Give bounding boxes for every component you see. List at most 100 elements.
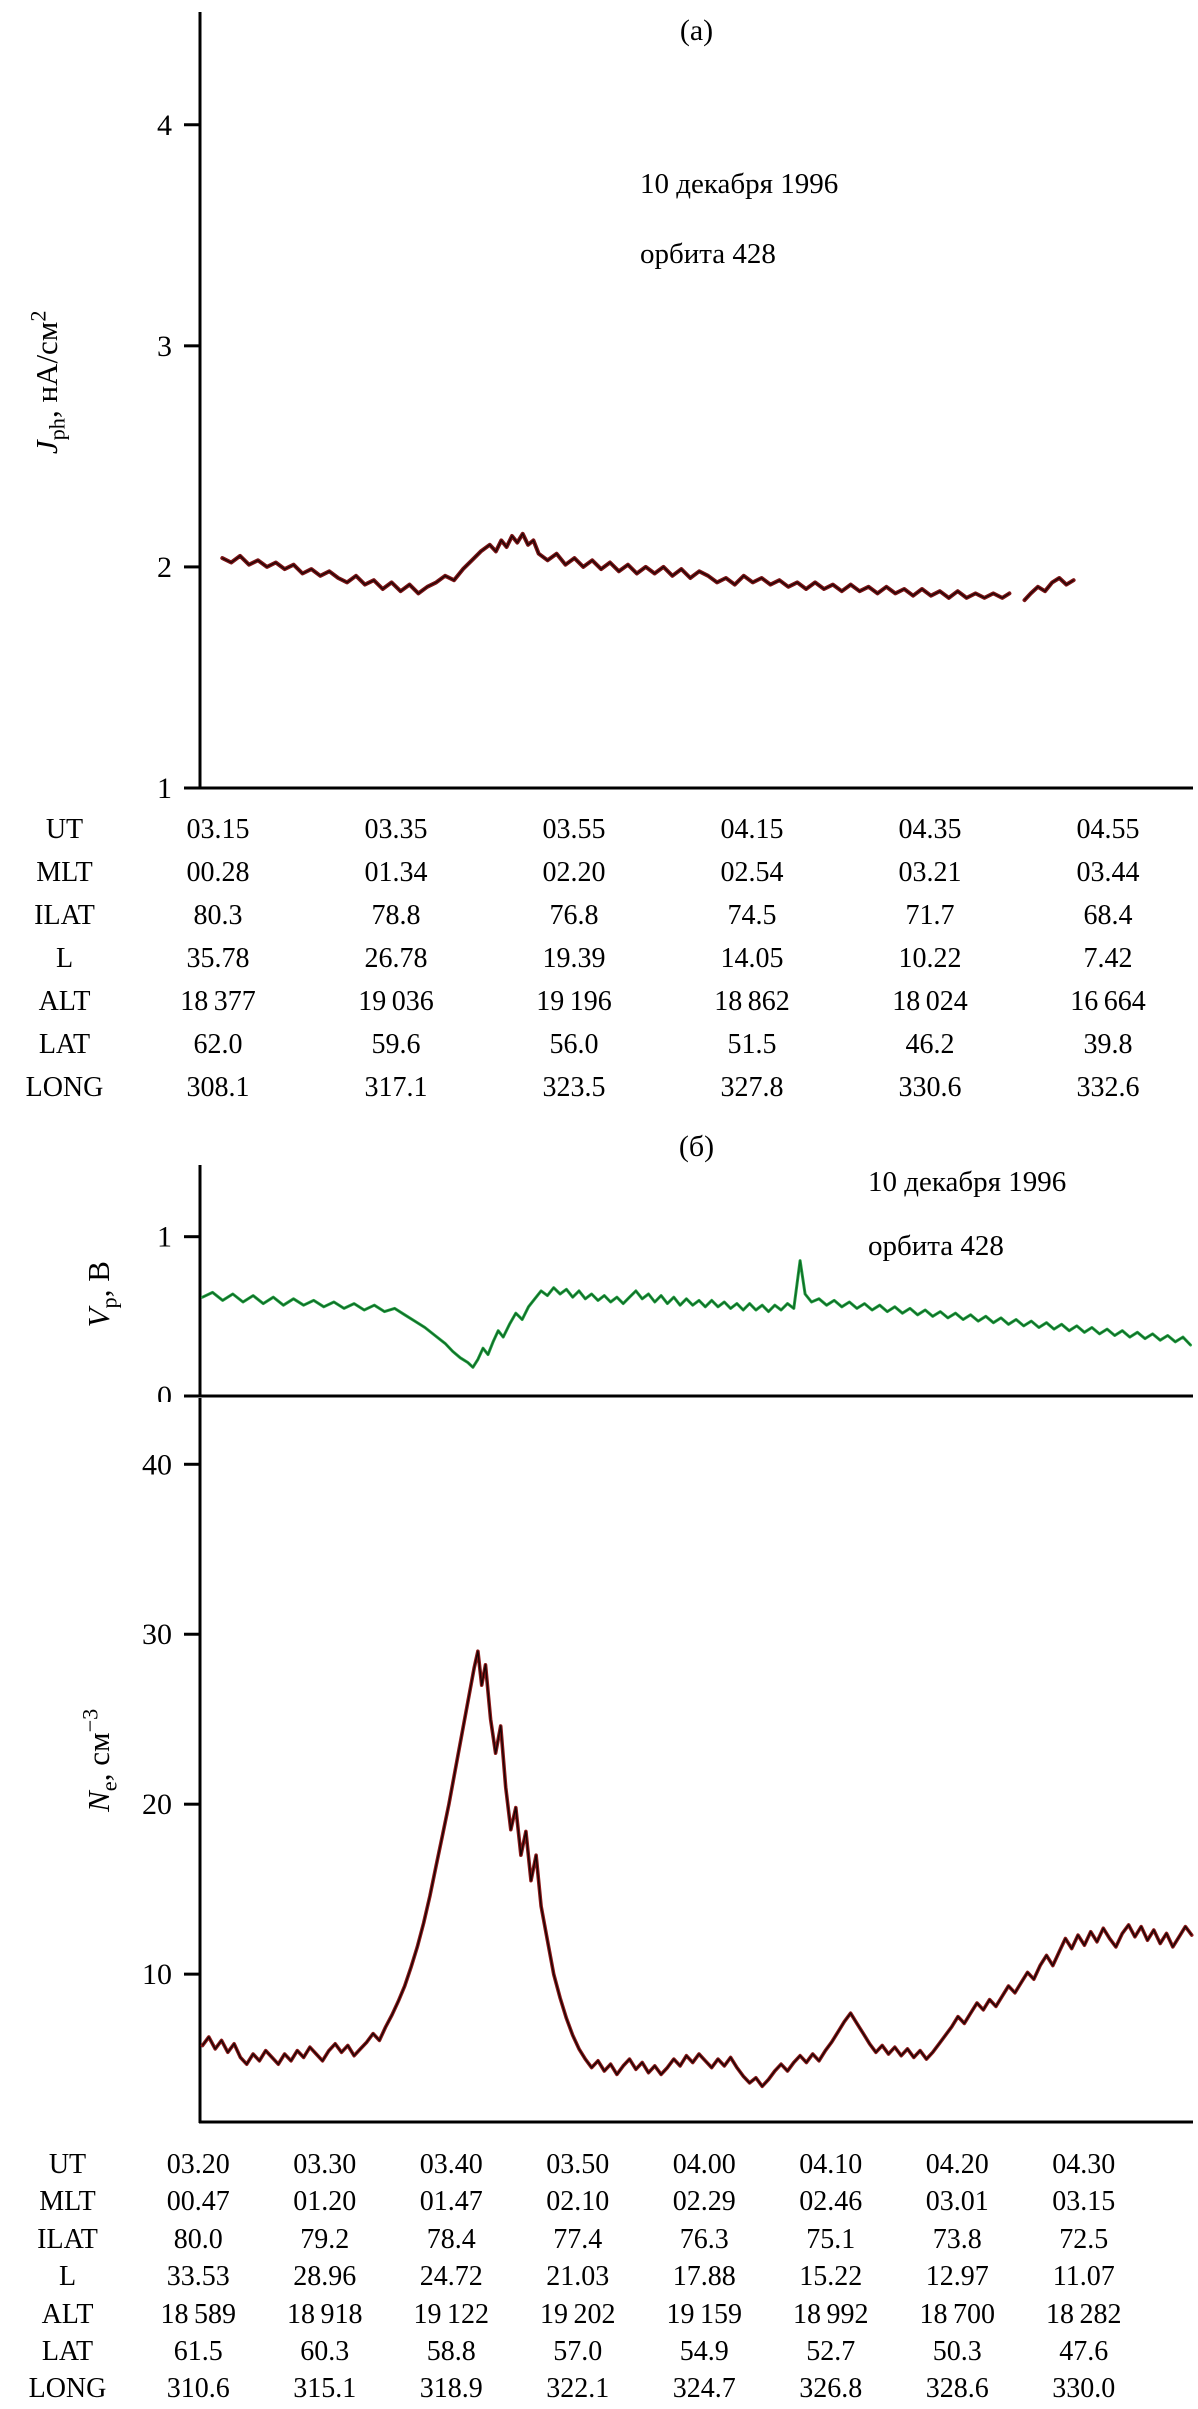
row-label-ut: UT <box>45 814 84 845</box>
table-cell: 79.2 <box>300 2223 350 2255</box>
table-cell: 74.5 <box>727 900 777 931</box>
table-cell: 02.29 <box>672 2186 736 2218</box>
table-cell: 04.20 <box>925 2149 989 2180</box>
row-label-lat: LAT <box>41 2336 94 2368</box>
table-cell: 03.55 <box>542 814 606 845</box>
row-label-ut: UT <box>48 2149 87 2180</box>
table-cell: 77.4 <box>553 2223 603 2255</box>
table-cell: 59.6 <box>371 1029 421 1060</box>
vp-variable: V <box>81 1308 117 1328</box>
row-label-l: L <box>55 943 74 974</box>
table-cell: 76.8 <box>549 900 599 931</box>
Ne-series-line <box>200 1649 1194 2089</box>
table-cell: 54.9 <box>679 2336 729 2368</box>
table-cell: 03.40 <box>419 2149 483 2180</box>
table-cell: 73.8 <box>932 2223 982 2255</box>
y-tick-label: 1 <box>157 772 172 800</box>
table-cell: 310.6 <box>166 2373 230 2405</box>
table-cell: 04.55 <box>1076 814 1140 845</box>
ne-subscript: e <box>96 1781 122 1792</box>
table-cell: 21.03 <box>546 2261 610 2293</box>
table-cell: 04.15 <box>720 814 784 845</box>
table-cell: 01.20 <box>293 2186 357 2218</box>
table-cell: 18 700 <box>919 2298 996 2330</box>
table-cell: 51.5 <box>727 1029 777 1060</box>
table-cell: 327.8 <box>720 1072 784 1103</box>
y-tick-label: 3 <box>157 330 172 363</box>
vp-chart-canvas: 01 <box>157 1165 1193 1402</box>
table-cell: 47.6 <box>1059 2336 1109 2368</box>
ne-y-axis-label: Ne, см−3 <box>78 1550 123 1970</box>
Jph-series-core-line <box>1023 577 1074 601</box>
table-cell: 315.1 <box>293 2373 357 2405</box>
y-tick-label: 0 <box>157 1380 172 1402</box>
table-cell: 330.0 <box>1052 2373 1116 2405</box>
table-cell: 00.47 <box>166 2186 230 2218</box>
table-cell: 308.1 <box>186 1072 250 1103</box>
Vp-series-core-line <box>202 1259 1192 1369</box>
table-cell: 00.28 <box>186 857 250 888</box>
table-cell: 80.0 <box>173 2223 223 2255</box>
table-cell: 03.35 <box>364 814 428 845</box>
table-cell: 317.1 <box>364 1072 428 1103</box>
table-cell: 03.15 <box>186 814 250 845</box>
table-cell: 11.07 <box>1052 2261 1115 2293</box>
table-cell: 04.35 <box>898 814 962 845</box>
row-label-mlt: MLT <box>36 857 93 888</box>
table-cell: 35.78 <box>186 943 250 974</box>
table-cell: 75.1 <box>806 2223 856 2255</box>
table-cell: 26.78 <box>364 943 428 974</box>
panel-a-orbit-annotation: орбита 428 <box>640 238 776 270</box>
row-label-alt: ALT <box>38 986 91 1017</box>
table-cell: 322.1 <box>546 2373 610 2405</box>
table-cell: 78.4 <box>426 2223 476 2255</box>
table-cell: 03.30 <box>293 2149 357 2180</box>
ephemeris-table-b: UT 03.20 03.30 03.40 03.50 04.00 04.10 04.20 04.… <box>0 2146 1147 2408</box>
vp-subscript: p <box>96 1297 122 1309</box>
table-cell: 24.72 <box>419 2261 483 2293</box>
table-cell: 03.21 <box>898 857 962 888</box>
Jph-series-core-line <box>221 533 1010 599</box>
table-cell: 71.7 <box>905 900 955 931</box>
table-cell: 18 377 <box>180 986 256 1017</box>
Jph-series-line <box>220 531 1012 600</box>
table-cell: 19 036 <box>358 986 434 1017</box>
table-cell: 03.44 <box>1076 857 1140 888</box>
panel-b-orbit-annotation: орбита 428 <box>868 1230 1004 1262</box>
y-tick-label: 40 <box>142 1448 172 1481</box>
table-cell: 02.46 <box>799 2186 863 2218</box>
table-cell: 328.6 <box>925 2373 989 2405</box>
table-cell: 80.3 <box>193 900 243 931</box>
table-cell: 19 122 <box>413 2298 490 2330</box>
table-cell: 33.53 <box>166 2261 230 2293</box>
table-cell: 28.96 <box>293 2261 357 2293</box>
Ne-series-core-line <box>201 1650 1193 2087</box>
table-cell: 19 202 <box>539 2298 616 2330</box>
table-cell: 330.6 <box>898 1072 962 1103</box>
table-cell: 18 918 <box>286 2298 363 2330</box>
table-cell: 19.39 <box>542 943 606 974</box>
table-cell: 16 664 <box>1070 986 1146 1017</box>
table-cell: 72.5 <box>1059 2223 1109 2255</box>
panel-b-label: (б) <box>678 1130 715 1163</box>
table-cell: 39.8 <box>1083 1029 1133 1060</box>
table-cell: 60.3 <box>300 2336 350 2368</box>
table-cell: 18 862 <box>714 986 790 1017</box>
row-label-l: L <box>58 2261 77 2293</box>
row-label-ilat: ILAT <box>34 900 95 931</box>
table-cell: 57.0 <box>553 2336 603 2368</box>
table-cell: 04.00 <box>672 2149 736 2180</box>
table-cell: 19 159 <box>666 2298 743 2330</box>
table-cell: 7.42 <box>1083 943 1133 974</box>
table-cell: 01.47 <box>419 2186 483 2218</box>
table-cell: 14.05 <box>720 943 784 974</box>
ephemeris-table-a: UT 03.15 03.35 03.55 04.15 04.35 04.55 MLT 00.28… <box>0 808 1198 1109</box>
Jph-series-line <box>1022 576 1076 603</box>
panel-a-label: (а) <box>679 14 714 47</box>
y-tick-label: 20 <box>142 1788 172 1821</box>
row-label-ilat: ILAT <box>37 2223 98 2255</box>
table-cell: 03.50 <box>546 2149 610 2180</box>
table-cell: 01.34 <box>364 857 428 888</box>
table-cell: 68.4 <box>1083 900 1133 931</box>
